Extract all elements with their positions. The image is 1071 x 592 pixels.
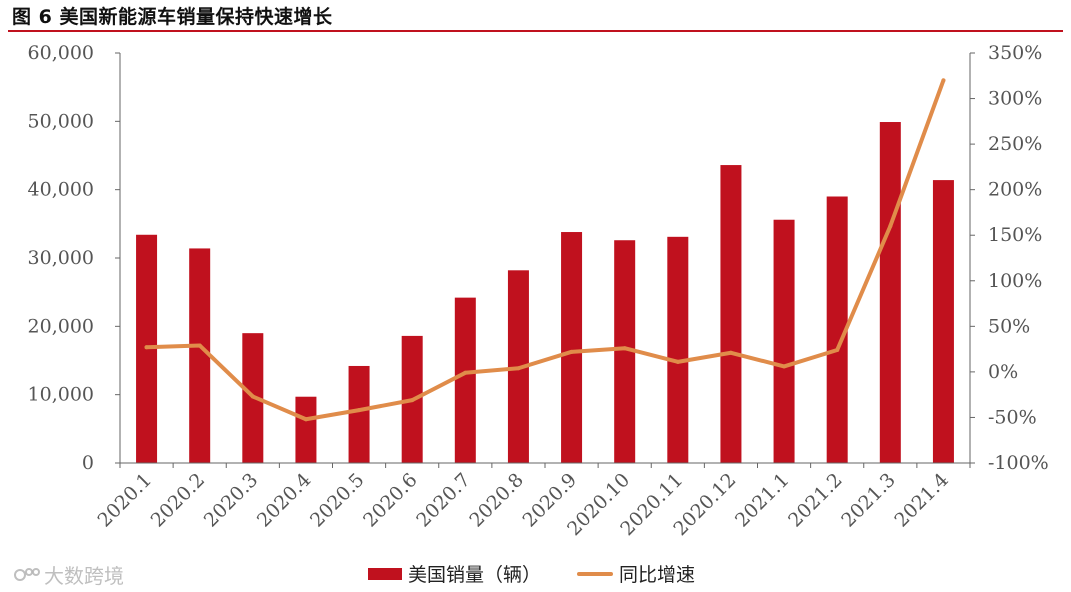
x-tick-label: 2021.1 (731, 469, 794, 532)
left-tick-label: 40,000 (28, 179, 94, 201)
legend-line-swatch (577, 571, 614, 576)
left-tick-label: 30,000 (28, 247, 94, 269)
bar-2020.4 (295, 396, 317, 463)
left-tick-label: 20,000 (28, 315, 94, 337)
x-tick-label: 2020.7 (412, 469, 475, 532)
legend-bar-swatch (368, 567, 402, 580)
right-tick-label: 150% (988, 224, 1042, 246)
x-tick-label: 2021.2 (784, 469, 847, 532)
line-point-2021.4 (941, 78, 946, 83)
right-tick-label: 300% (988, 88, 1042, 110)
right-tick-label: 100% (988, 270, 1042, 292)
left-tick-label: 50,000 (28, 110, 94, 132)
x-tick-label: 2021.3 (837, 469, 900, 532)
watermark-logo-icon (14, 567, 40, 581)
line-point-2020.5 (357, 408, 362, 413)
line-point-2020.1 (144, 345, 149, 350)
right-tick-label: 200% (988, 179, 1042, 201)
right-tick-label: -50% (988, 406, 1037, 428)
watermark: 大数跨境 (14, 560, 124, 589)
x-tick-label: 2020.1 (94, 469, 157, 532)
bar-2020.5 (348, 365, 370, 463)
line-point-2020.7 (463, 370, 468, 375)
line-point-2020.12 (728, 350, 733, 355)
legend: 美国销量（辆） 同比增速 (368, 560, 695, 587)
line-point-2021.1 (782, 364, 787, 369)
right-tick-label: 50% (988, 315, 1030, 337)
line-point-2020.3 (250, 394, 255, 399)
legend-line-label: 同比增速 (619, 564, 696, 586)
bar-2021.3 (879, 122, 901, 464)
line-point-2020.11 (675, 359, 680, 364)
line-point-2021.3 (888, 224, 893, 229)
x-tick-label: 2020.8 (465, 469, 528, 532)
bar-2021.2 (826, 196, 848, 463)
figure-title: 图 6 美国新能源车销量保持快速增长 (12, 6, 333, 28)
x-tick-label: 2020.6 (359, 469, 422, 532)
x-tick-label: 2020.5 (306, 469, 369, 532)
right-tick-label: 250% (988, 133, 1042, 155)
legend-bar-label: 美国销量（辆） (408, 564, 542, 586)
bar-2020.2 (189, 248, 211, 463)
line-point-2020.8 (516, 366, 521, 371)
bar-2020.7 (454, 297, 476, 463)
x-tick-label: 2021.4 (890, 469, 953, 532)
bar-2020.9 (561, 232, 583, 463)
yoy-growth-line (144, 78, 946, 422)
bar-2020.12 (720, 165, 742, 464)
line-point-2020.2 (197, 343, 202, 348)
left-tick-label: 10,000 (28, 384, 94, 406)
right-tick-label: -100% (988, 452, 1049, 474)
watermark-text: 大数跨境 (44, 564, 124, 588)
bar-2021.4 (932, 180, 954, 463)
line-point-2021.2 (835, 348, 840, 353)
x-tick-label: 2020.2 (147, 469, 210, 532)
bar-2020.10 (614, 240, 636, 463)
bar-2020.11 (667, 236, 689, 463)
line-point-2020.10 (622, 346, 627, 351)
title-rule (8, 30, 1063, 32)
x-tick-label: 2020.3 (200, 469, 263, 532)
right-tick-label: 350% (988, 42, 1042, 64)
line-point-2020.4 (303, 417, 308, 422)
left-tick-label: 60,000 (28, 42, 94, 64)
x-tick-label: 2020.4 (253, 469, 316, 532)
bar-2021.1 (773, 219, 795, 463)
line-point-2020.9 (569, 349, 574, 354)
right-tick-label: 0% (988, 361, 1018, 383)
line-point-2020.6 (410, 398, 415, 403)
left-tick-label: 0 (82, 452, 94, 474)
